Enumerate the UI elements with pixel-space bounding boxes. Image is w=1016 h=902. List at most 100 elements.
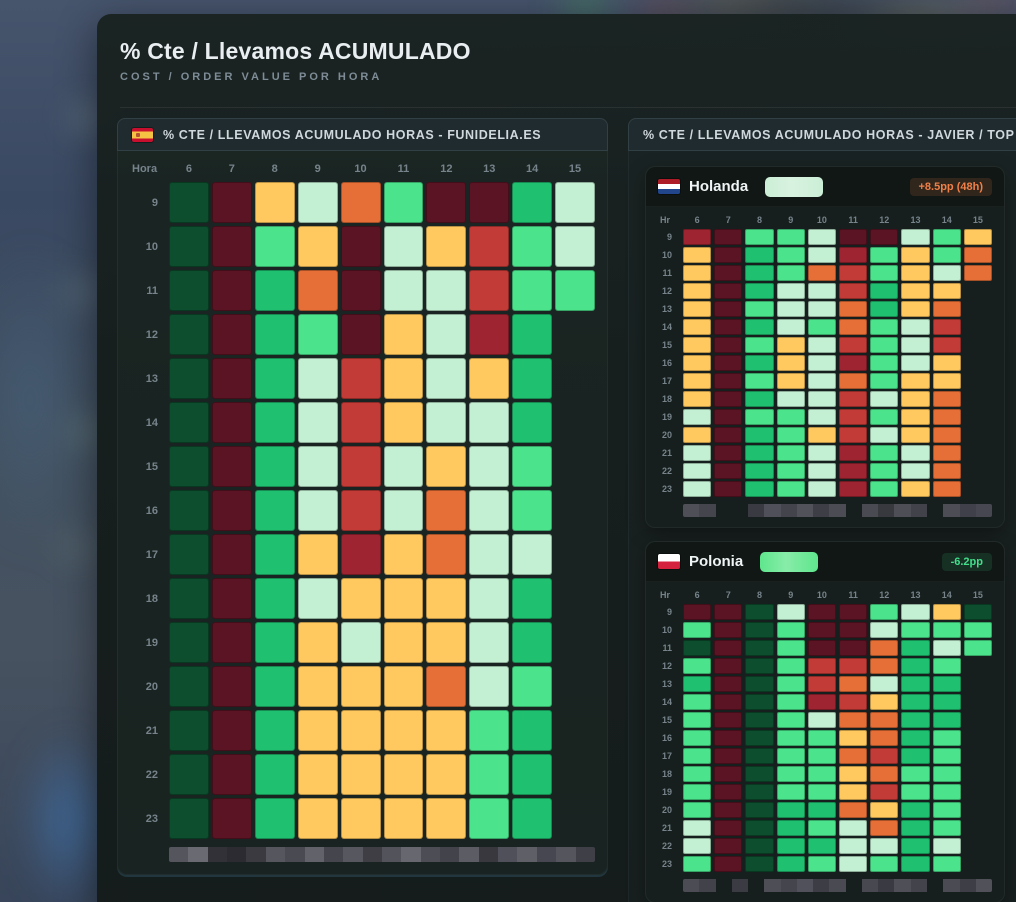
heatmap-cell <box>383 622 424 663</box>
heatmap-row: 21 <box>658 445 992 461</box>
heatmap-cell <box>776 712 805 728</box>
heatmap-cell <box>714 283 743 299</box>
heatmap-row-label: 17 <box>661 751 672 761</box>
heatmap-cell <box>169 270 209 311</box>
netherlands-flag-icon <box>658 179 680 194</box>
heatmap-cell <box>932 748 961 764</box>
heatmap-column-label: 10 <box>816 215 827 225</box>
heatmap-row: 17 <box>130 534 595 575</box>
heatmap-cell <box>169 578 209 619</box>
heatmap-cell <box>745 355 774 371</box>
heatmap-cell <box>870 427 899 443</box>
heatmap-row: 9 <box>658 229 992 245</box>
heatmap-cell <box>469 490 510 531</box>
heatmap-cell <box>254 182 295 223</box>
redacted-segment <box>285 847 305 862</box>
heatmap-row-label: 11 <box>662 643 672 653</box>
heatmap-cell <box>964 802 992 818</box>
heatmap-cell <box>426 754 467 795</box>
heatmap-cell <box>901 355 930 371</box>
heatmap-cell <box>714 481 743 497</box>
heatmap-cell <box>211 710 252 751</box>
heatmap-cell <box>870 676 899 692</box>
heatmap-row-label: 21 <box>661 823 672 833</box>
heatmap-row: 10 <box>658 247 992 263</box>
heatmap-column-label: 15 <box>568 163 582 175</box>
heatmap-cell <box>807 766 836 782</box>
heatmap-row-label: 13 <box>661 679 672 689</box>
heatmap-cell <box>807 391 836 407</box>
redacted-segment <box>699 504 716 517</box>
heatmap-cell <box>555 226 595 267</box>
redacted-segment <box>910 879 927 892</box>
heatmap-row: 18 <box>130 578 595 619</box>
heatmap-cell <box>901 802 930 818</box>
heatmap-cell <box>383 182 424 223</box>
heatmap-cell <box>964 766 992 782</box>
heatmap-cell <box>426 402 467 443</box>
heatmap-cell <box>776 784 805 800</box>
heatmap-cell <box>555 710 595 751</box>
heatmap-cell <box>745 622 774 638</box>
heatmap-cell <box>211 798 252 839</box>
heatmap-cell <box>555 622 595 663</box>
heatmap-cell <box>870 463 899 479</box>
heatmap-cell <box>297 666 338 707</box>
heatmap-cell <box>512 226 553 267</box>
heatmap-row-label: 14 <box>145 416 158 429</box>
heatmap-cell <box>340 798 381 839</box>
heatmap-cell <box>901 409 930 425</box>
heatmap-cell <box>964 355 992 371</box>
heatmap-cell <box>297 798 338 839</box>
heatmap-cell <box>776 694 805 710</box>
heatmap-cell <box>169 358 209 399</box>
heatmap-cell <box>683 337 712 353</box>
redacted-segment <box>796 504 814 517</box>
heatmap-row: 14 <box>658 694 992 710</box>
redacted-segment <box>943 504 960 517</box>
heatmap-cell <box>714 247 743 263</box>
heatmap-cell <box>932 766 961 782</box>
heatmap-cell <box>839 640 868 656</box>
heatmap-cell <box>932 265 961 281</box>
heatmap-row: 16 <box>658 730 992 746</box>
heatmap-column-label: 7 <box>228 163 235 175</box>
heatmap-cell <box>254 578 295 619</box>
heatmap-row-label: 23 <box>661 484 672 494</box>
heatmap-cell <box>776 730 805 746</box>
heatmap-cell <box>340 446 381 487</box>
heatmap-cell <box>683 676 712 692</box>
heatmap-cell <box>745 676 774 692</box>
heatmap-cell <box>555 754 595 795</box>
heatmap-cell <box>964 301 992 317</box>
heatmap-row: 10 <box>130 226 595 267</box>
heatmap-cell <box>870 694 899 710</box>
redacted-segment <box>894 504 911 517</box>
heatmap-row-label: 17 <box>661 376 672 386</box>
heatmap-cell <box>211 358 252 399</box>
heatmap-column-label: 13 <box>910 215 921 225</box>
heatmap-row-label: 10 <box>145 240 158 253</box>
heatmap-cell <box>745 247 774 263</box>
heatmap-cell <box>839 409 868 425</box>
heatmap-row: 20 <box>658 802 992 818</box>
heatmap-cell <box>745 229 774 245</box>
heatmap-cell <box>512 666 553 707</box>
heatmap-column-label: 14 <box>526 163 539 175</box>
holanda-delta-badge: +8.5pp (48h) <box>909 177 992 196</box>
polonia-card-name: Polonia <box>689 553 744 570</box>
heatmap-cell <box>169 490 209 531</box>
heatmap-cell <box>839 265 868 281</box>
heatmap-cell <box>839 694 868 710</box>
heatmap-row: 19 <box>658 784 992 800</box>
heatmap-cell <box>807 463 836 479</box>
redacted-segment <box>943 879 960 892</box>
heatmap-cell <box>870 766 899 782</box>
redacted-segment <box>959 879 976 892</box>
heatmap-cell <box>297 358 338 399</box>
heatmap-cell <box>512 446 553 487</box>
heatmap-cell <box>211 446 252 487</box>
heatmap-row-label: 19 <box>145 636 158 649</box>
heatmap-cell <box>469 358 510 399</box>
heatmap-cell <box>807 283 836 299</box>
